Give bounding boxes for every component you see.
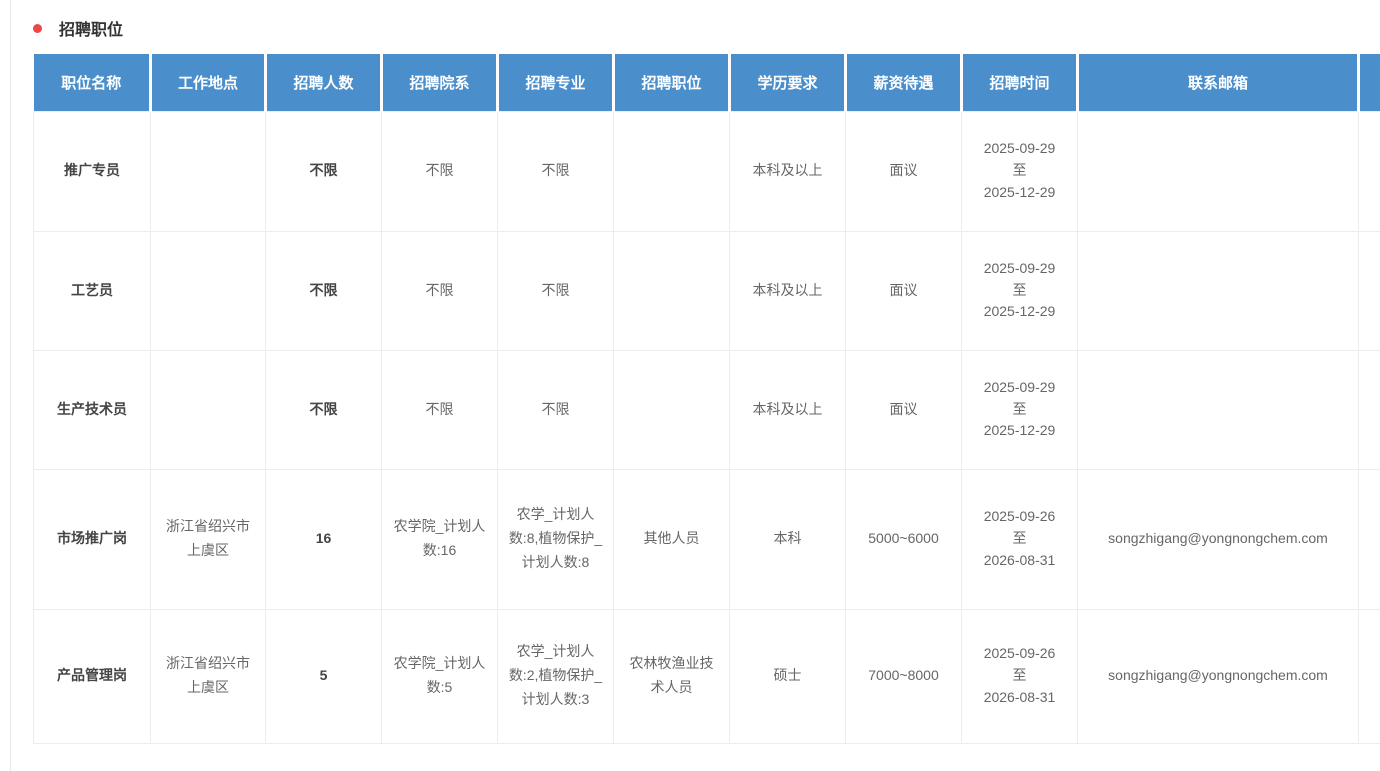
date-separator: 至 xyxy=(1012,667,1027,684)
table-row: 生产技术员 不限 不限 不限 本科及以上 面议 2025-09-29 至 202… xyxy=(33,349,1380,470)
cell-email: songzhigang@yongnongchem.com xyxy=(1077,468,1359,610)
cell-date-range: 2025-09-29 至 2025-12-29 xyxy=(961,230,1078,351)
cell-department: 农学院_计划人数:5 xyxy=(381,608,498,744)
col-header-department: 招聘院系 xyxy=(381,54,499,111)
cell-headcount: 不限 xyxy=(265,110,382,232)
cell-major: 农学_计划人数:8,植物保护_计划人数:8 xyxy=(497,468,614,610)
date-from: 2025-09-26 xyxy=(983,645,1056,662)
date-separator: 至 xyxy=(1012,162,1027,179)
cell-job-category: 农林牧渔业技术人员 xyxy=(613,608,730,744)
table-body: 推广专员 不限 不限 不限 本科及以上 面议 2025-09-29 至 2025… xyxy=(33,110,1380,744)
cell-overflow xyxy=(1358,230,1380,351)
cell-date-range: 2025-09-29 至 2025-12-29 xyxy=(961,110,1078,232)
date-to: 2025-12-29 xyxy=(983,183,1056,200)
cell-overflow xyxy=(1358,468,1380,610)
cell-salary: 5000~6000 xyxy=(845,468,962,610)
table-row: 产品管理岗 浙江省绍兴市上虞区 5 农学院_计划人数:5 农学_计划人数:2,植… xyxy=(33,608,1380,744)
date-to: 2025-12-29 xyxy=(983,422,1056,439)
table-row: 市场推广岗 浙江省绍兴市上虞区 16 农学院_计划人数:16 农学_计划人数:8… xyxy=(33,468,1380,610)
table-row: 工艺员 不限 不限 不限 本科及以上 面议 2025-09-29 至 2025-… xyxy=(33,230,1380,351)
date-to: 2026-08-31 xyxy=(983,551,1056,568)
date-to: 2025-12-29 xyxy=(983,303,1056,320)
col-header-overflow xyxy=(1358,54,1380,111)
col-header-contact-email: 联系邮箱 xyxy=(1077,54,1360,111)
cell-salary: 面议 xyxy=(845,230,962,351)
cell-department: 农学院_计划人数:16 xyxy=(381,468,498,610)
cell-department: 不限 xyxy=(381,230,498,351)
cell-email: songzhigang@yongnongchem.com xyxy=(1077,608,1359,744)
table-header: 职位名称 工作地点 招聘人数 招聘院系 招聘专业 招聘职位 学历要求 薪资待遇 … xyxy=(33,54,1380,111)
date-from: 2025-09-29 xyxy=(983,378,1056,395)
cell-work-location: 浙江省绍兴市上虞区 xyxy=(150,468,266,610)
cell-department: 不限 xyxy=(381,349,498,470)
section-header: 招聘职位 xyxy=(11,0,1380,54)
cell-email xyxy=(1077,110,1359,232)
cell-department: 不限 xyxy=(381,110,498,232)
jobs-table: 职位名称 工作地点 招聘人数 招聘院系 招聘专业 招聘职位 学历要求 薪资待遇 … xyxy=(33,54,1380,744)
cell-major: 农学_计划人数:2,植物保护_计划人数:3 xyxy=(497,608,614,744)
cell-job-category xyxy=(613,110,730,232)
page-title: 招聘职位 xyxy=(59,22,124,39)
header-row: 职位名称 工作地点 招聘人数 招聘院系 招聘专业 招聘职位 学历要求 薪资待遇 … xyxy=(33,54,1380,111)
cell-education: 硕士 xyxy=(729,608,846,744)
col-header-salary: 薪资待遇 xyxy=(845,54,963,111)
cell-work-location: 浙江省绍兴市上虞区 xyxy=(150,608,266,744)
page-container: 招聘职位 职位名称 工作地点 招聘人数 招聘院系 招聘专业 招聘职位 学历要求 … xyxy=(10,0,1380,771)
cell-education: 本科及以上 xyxy=(729,349,846,470)
date-to: 2026-08-31 xyxy=(983,688,1056,705)
date-separator: 至 xyxy=(1012,400,1027,417)
cell-education: 本科 xyxy=(729,468,846,610)
cell-position-name: 生产技术员 xyxy=(33,349,151,470)
cell-overflow xyxy=(1358,349,1380,470)
cell-email xyxy=(1077,230,1359,351)
cell-headcount: 5 xyxy=(265,608,382,744)
cell-email xyxy=(1077,349,1359,470)
date-separator: 至 xyxy=(1012,530,1027,547)
cell-position-name: 产品管理岗 xyxy=(33,608,151,744)
cell-work-location xyxy=(150,349,266,470)
col-header-position-name: 职位名称 xyxy=(33,54,152,111)
cell-overflow xyxy=(1358,608,1380,744)
cell-education: 本科及以上 xyxy=(729,230,846,351)
cell-salary: 面议 xyxy=(845,110,962,232)
cell-headcount: 16 xyxy=(265,468,382,610)
cell-date-range: 2025-09-29 至 2025-12-29 xyxy=(961,349,1078,470)
cell-work-location xyxy=(150,110,266,232)
cell-salary: 7000~8000 xyxy=(845,608,962,744)
cell-position-name: 工艺员 xyxy=(33,230,151,351)
cell-position-name: 推广专员 xyxy=(33,110,151,232)
cell-job-category xyxy=(613,349,730,470)
cell-headcount: 不限 xyxy=(265,349,382,470)
cell-date-range: 2025-09-26 至 2026-08-31 xyxy=(961,608,1078,744)
cell-salary: 面议 xyxy=(845,349,962,470)
table-row: 推广专员 不限 不限 不限 本科及以上 面议 2025-09-29 至 2025… xyxy=(33,110,1380,232)
cell-position-name: 市场推广岗 xyxy=(33,468,151,610)
cell-job-category: 其他人员 xyxy=(613,468,730,610)
date-from: 2025-09-29 xyxy=(983,259,1056,276)
date-from: 2025-09-26 xyxy=(983,508,1056,525)
date-from: 2025-09-29 xyxy=(983,140,1056,157)
cell-major: 不限 xyxy=(497,110,614,232)
bullet-icon xyxy=(33,23,42,33)
col-header-major: 招聘专业 xyxy=(497,54,615,111)
cell-headcount: 不限 xyxy=(265,230,382,351)
cell-date-range: 2025-09-26 至 2026-08-31 xyxy=(961,468,1078,610)
date-separator: 至 xyxy=(1012,281,1027,298)
col-header-recruit-time: 招聘时间 xyxy=(961,54,1079,111)
cell-major: 不限 xyxy=(497,349,614,470)
cell-overflow xyxy=(1358,110,1380,232)
col-header-headcount: 招聘人数 xyxy=(265,54,383,111)
cell-education: 本科及以上 xyxy=(729,110,846,232)
jobs-table-wrapper: 职位名称 工作地点 招聘人数 招聘院系 招聘专业 招聘职位 学历要求 薪资待遇 … xyxy=(33,54,1380,744)
col-header-education: 学历要求 xyxy=(729,54,847,111)
col-header-work-location: 工作地点 xyxy=(150,54,267,111)
col-header-job-category: 招聘职位 xyxy=(613,54,731,111)
cell-major: 不限 xyxy=(497,230,614,351)
cell-job-category xyxy=(613,230,730,351)
cell-work-location xyxy=(150,230,266,351)
